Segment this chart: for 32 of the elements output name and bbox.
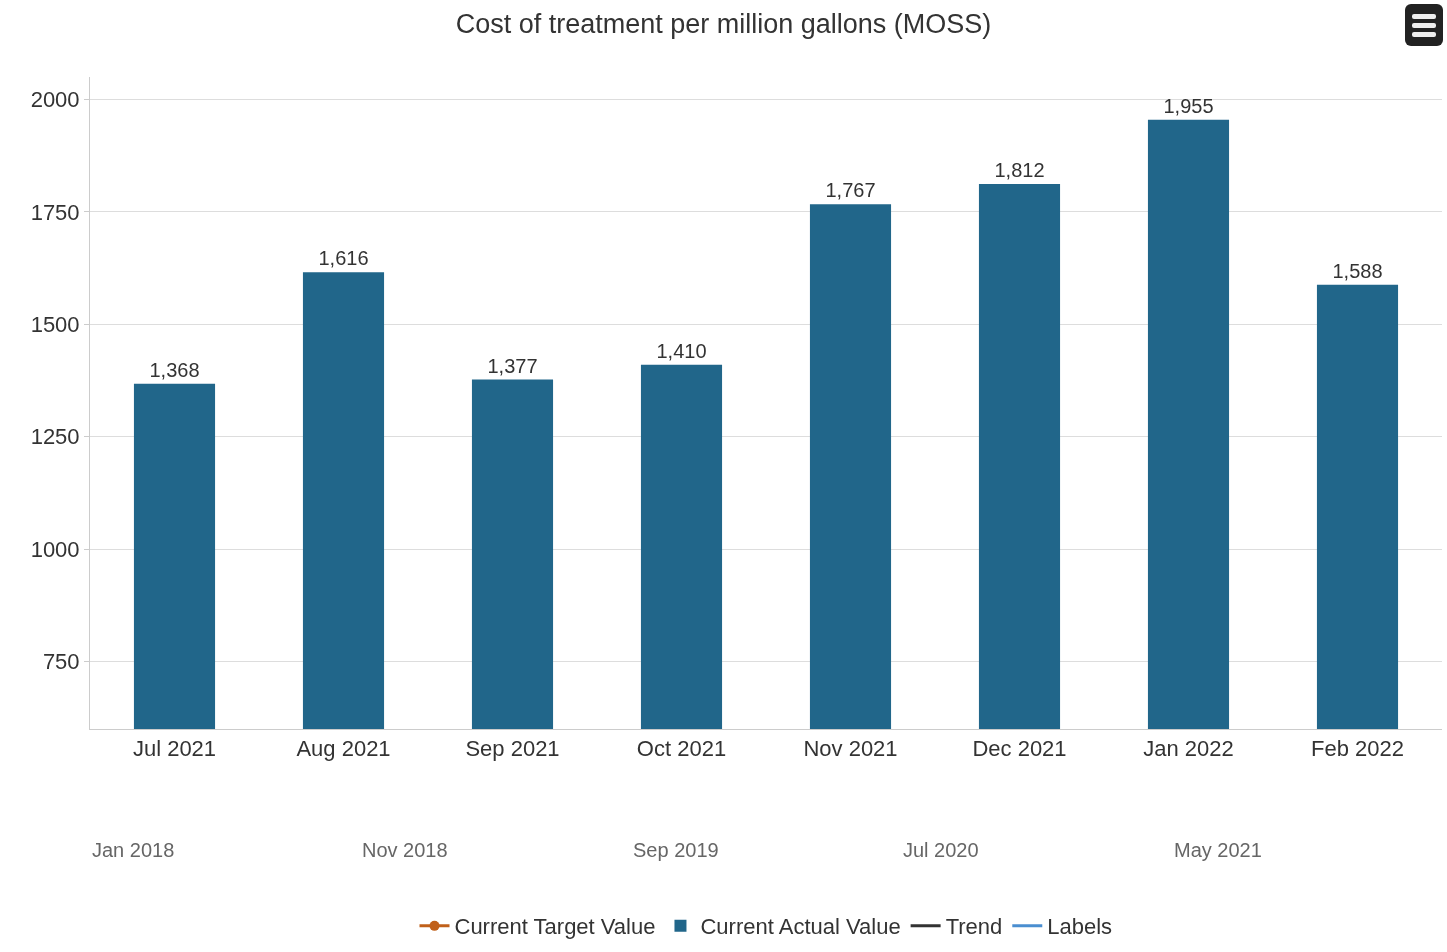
y-tick-label: 1500 [30,312,80,338]
text: Jan 2018 [92,839,175,861]
x-tick-label: Dec 2021 [972,736,1067,762]
data-label: 1,377 [487,354,538,377]
x-tick-label: Sep 2021 [465,736,560,762]
legend-label: Labels [1047,914,1113,940]
y-tick-label: 1250 [30,424,80,450]
data-label: 1,368 [149,358,200,381]
data-label: 1,588 [1332,259,1383,282]
data-label: 1,410 [656,339,707,362]
x-tick-label: Oct 2021 [636,736,727,762]
x-tick-label: Jan 2022 [1143,736,1234,762]
text: Sep 2019 [633,839,719,861]
chart-title: Cost of treatment per million gallons (MOSS) [455,9,992,40]
legend-label: Trend [945,914,1003,940]
text: Nov 2018 [362,839,448,861]
data-label: 1,767 [825,179,876,202]
x-tick-label: Jul 2021 [132,736,217,762]
data-label: 1,812 [994,159,1045,182]
y-tick-label: 1750 [30,199,80,225]
legend-label: Current Target Value [454,914,656,940]
y-tick-label: 1000 [30,536,80,562]
text: Jul 2020 [903,839,979,861]
data-label: 1,955 [1163,94,1214,117]
legend-label: Current Actual Value [700,914,901,940]
data-label: 1,616 [318,247,369,270]
y-tick-label: 750 [42,649,80,675]
x-tick-label: Aug 2021 [296,736,391,762]
x-tick-label: Nov 2021 [803,736,898,762]
text: May 2021 [1174,839,1262,861]
x-tick-label: Feb 2022 [1311,736,1404,762]
y-tick-label: 2000 [30,87,80,113]
